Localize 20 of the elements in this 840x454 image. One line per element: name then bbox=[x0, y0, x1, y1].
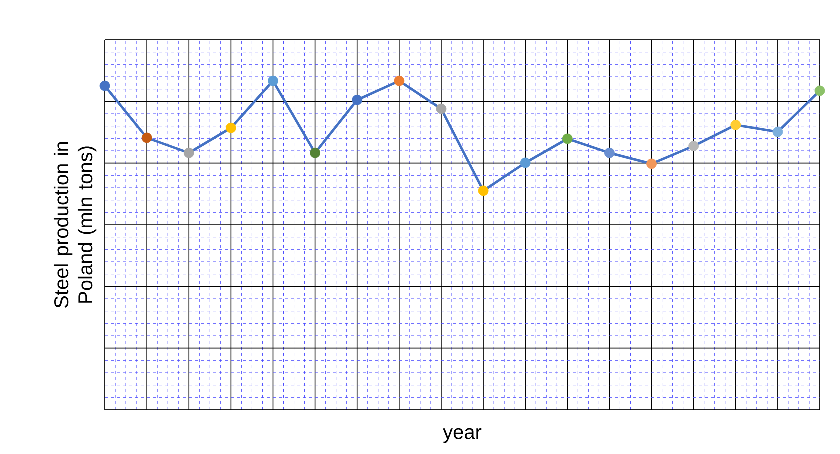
point bbox=[646, 158, 657, 170]
point bbox=[814, 86, 826, 96]
point bbox=[688, 141, 700, 152]
y-axis-title: Steel production in Poland (mln tons) bbox=[54, 142, 97, 308]
point bbox=[478, 186, 489, 196]
x-axis-title: year bbox=[443, 428, 482, 444]
point bbox=[100, 80, 110, 92]
point bbox=[226, 122, 236, 134]
point bbox=[310, 148, 320, 158]
point bbox=[394, 76, 405, 86]
point bbox=[772, 126, 784, 138]
point bbox=[520, 158, 531, 168]
point bbox=[142, 132, 152, 144]
point bbox=[436, 104, 447, 114]
point bbox=[352, 94, 363, 106]
point bbox=[730, 120, 742, 130]
point bbox=[184, 148, 194, 158]
point bbox=[268, 76, 278, 86]
point bbox=[562, 134, 573, 144]
point bbox=[604, 148, 615, 158]
